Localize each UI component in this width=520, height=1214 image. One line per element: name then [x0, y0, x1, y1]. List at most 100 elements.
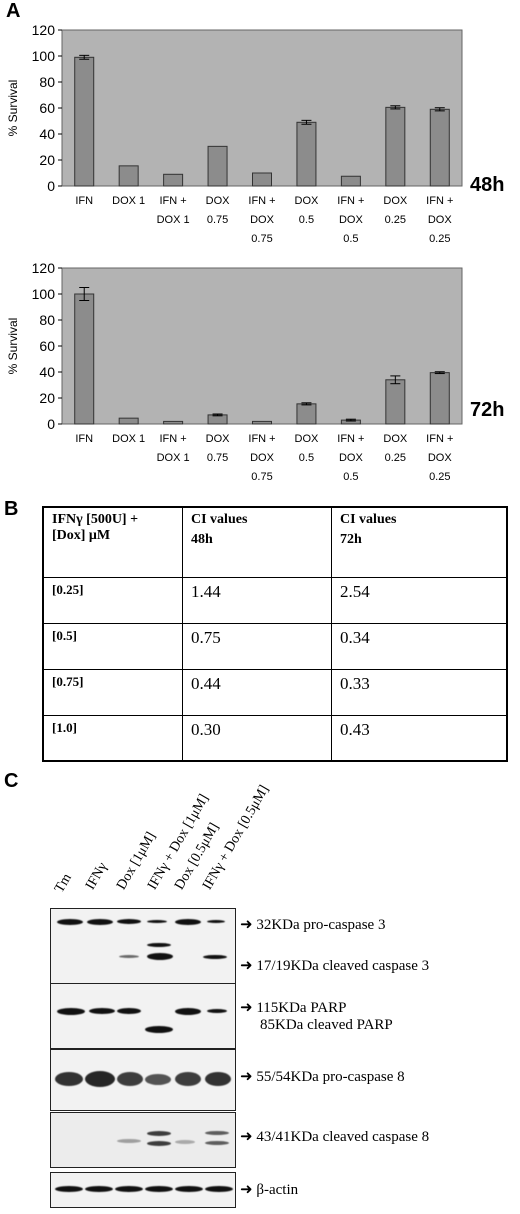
row-ci-48h: 0.75 [182, 622, 332, 670]
bar [118, 165, 139, 187]
bar [74, 293, 95, 425]
x-tick-label: DOX [250, 452, 275, 464]
blot-beta-actin [50, 1172, 236, 1208]
panel-letter-b: B [4, 498, 19, 520]
row-ci-72h: 0.33 [331, 668, 508, 716]
x-tick-label: DOX [206, 195, 231, 207]
x-tick-label: DOX 1 [112, 195, 145, 207]
row-ci-48h: 0.44 [182, 668, 332, 716]
x-tick-label: 0.5 [343, 471, 358, 483]
x-tick-label: 0.75 [207, 214, 228, 226]
y-tick-label: 0 [47, 178, 55, 194]
band [85, 1186, 113, 1192]
header-line: CI values [191, 512, 248, 527]
x-tick-label: DOX [250, 214, 275, 226]
label-text: 17/19KDa cleaved caspase 3 [256, 958, 430, 974]
x-tick-label: IFN + [337, 195, 364, 207]
row-ci-72h: 0.34 [331, 622, 508, 670]
time-label: 72h [470, 399, 504, 421]
row-concentration: [0.75] [42, 668, 183, 716]
arrow-icon: ➜ [240, 1000, 253, 1016]
header-concentration: IFNγ [500U] + [Dox] μM [42, 506, 183, 578]
panel-letter-c: C [4, 770, 19, 792]
table-row: [0.75] 0.44 0.33 [42, 668, 508, 716]
x-tick-label: DOX [383, 433, 408, 445]
band [57, 919, 83, 925]
arrow-icon: ➜ [240, 958, 253, 974]
y-tick-label: 100 [32, 48, 56, 64]
band [115, 1186, 143, 1192]
y-tick-label: 40 [39, 126, 55, 142]
label-cleaved-caspase-8: ➜ 43/41KDa cleaved caspase 8 [240, 1127, 429, 1146]
bar [252, 420, 272, 425]
label-text: 115KDa PARP [256, 1000, 347, 1016]
table-row: [0.5] 0.75 0.34 [42, 622, 508, 670]
x-tick-label: 0.75 [251, 233, 272, 245]
y-axis-label: % Survival [6, 80, 20, 137]
band [145, 1026, 173, 1033]
y-tick-label: 100 [32, 286, 56, 302]
time-label: 48h [470, 174, 504, 196]
x-tick-label: 0.25 [385, 214, 406, 226]
band [147, 920, 167, 923]
header-line: [Dox] μM [52, 528, 111, 543]
table-row: [1.0] 0.30 0.43 [42, 714, 508, 762]
bar [252, 172, 272, 187]
x-tick-label: DOX [383, 195, 408, 207]
band [87, 919, 113, 925]
bar [163, 420, 184, 425]
blot-parp [50, 983, 236, 1049]
band [175, 1072, 201, 1086]
survival-chart-72h: 0 20 40 60 80 100 120 % Survival IFN DOX 1 IFN + DO… [6, 260, 504, 483]
bar [163, 173, 184, 187]
band [175, 1008, 201, 1015]
band [175, 919, 201, 925]
band [55, 1072, 83, 1086]
row-ci-48h: 0.30 [182, 714, 332, 762]
band [147, 943, 171, 947]
bar [385, 106, 406, 187]
x-tick-label: IFN [75, 195, 93, 207]
x-tick-label: DOX [428, 452, 453, 464]
y-tick-label: 60 [39, 338, 55, 354]
band [89, 1008, 115, 1014]
row-concentration: [0.5] [42, 622, 183, 670]
panel-letter-a: A [6, 0, 21, 22]
x-tick-label: IFN + [426, 433, 453, 445]
label-cleaved-parp: 85KDa cleaved PARP [260, 1017, 393, 1033]
bar [296, 403, 317, 425]
label-text: 32KDa pro-caspase 3 [256, 917, 386, 933]
x-tick-label: 0.5 [343, 233, 358, 245]
blot-pro-caspase-8 [50, 1049, 236, 1111]
y-tick-label: 20 [39, 390, 55, 406]
header-ci-48h: CI values 48h [182, 506, 332, 578]
bar [118, 417, 139, 425]
band [85, 1071, 115, 1087]
band [175, 1186, 203, 1192]
label-pro-caspase-8: ➜ 55/54KDa pro-caspase 8 [240, 1067, 405, 1086]
bar [74, 56, 95, 187]
bar [340, 175, 361, 187]
x-tick-label: IFN + [160, 433, 187, 445]
label-text: 55/54KDa pro-caspase 8 [256, 1069, 405, 1085]
band [207, 1009, 227, 1013]
x-tick-label: DOX [428, 214, 453, 226]
label-beta-actin: ➜ β-actin [240, 1180, 298, 1199]
bar [429, 108, 450, 187]
row-ci-72h: 0.43 [331, 714, 508, 762]
arrow-icon: ➜ [240, 1129, 253, 1145]
row-concentration: [1.0] [42, 714, 183, 762]
band [205, 1072, 231, 1086]
band [205, 1131, 229, 1135]
x-tick-label: 0.25 [429, 471, 450, 483]
band [205, 1186, 233, 1192]
y-tick-label: 80 [39, 74, 55, 90]
y-tick-label: 120 [32, 260, 56, 276]
label-text: 43/41KDa cleaved caspase 8 [256, 1129, 430, 1145]
header-line: 72h [340, 532, 362, 547]
header-line: 48h [191, 532, 213, 547]
bar [429, 372, 450, 425]
y-tick-label: 80 [39, 312, 55, 328]
band [57, 1008, 85, 1015]
arrow-icon: ➜ [240, 1069, 253, 1085]
